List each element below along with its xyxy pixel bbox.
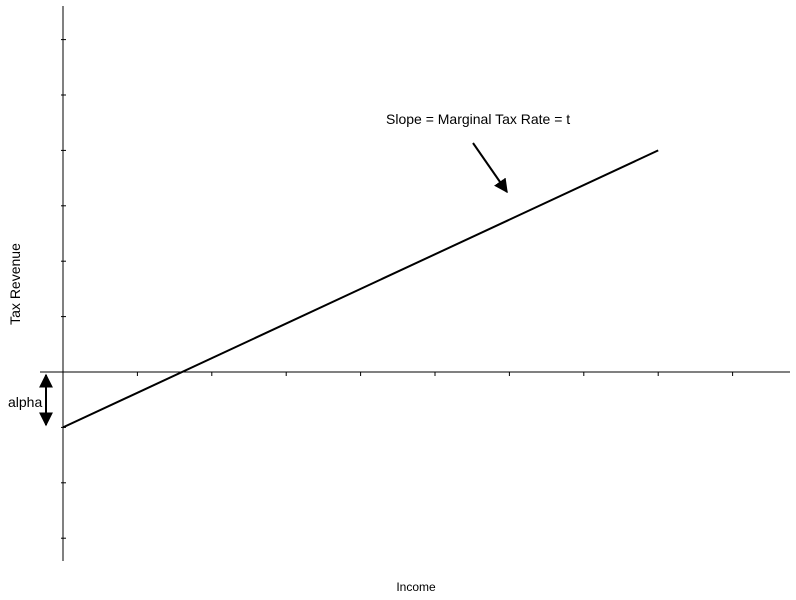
tax-revenue-line <box>62 149 659 429</box>
x-axis-label: Income <box>396 580 436 594</box>
slope-annotation: Slope = Marginal Tax Rate = t <box>386 111 570 127</box>
series-group <box>62 149 659 429</box>
x-ticks <box>136 372 734 376</box>
intercept-annotation: alpha <box>8 394 42 410</box>
slope-pointer-arrow <box>472 142 508 194</box>
y-axis-label: Tax Revenue <box>7 243 23 325</box>
